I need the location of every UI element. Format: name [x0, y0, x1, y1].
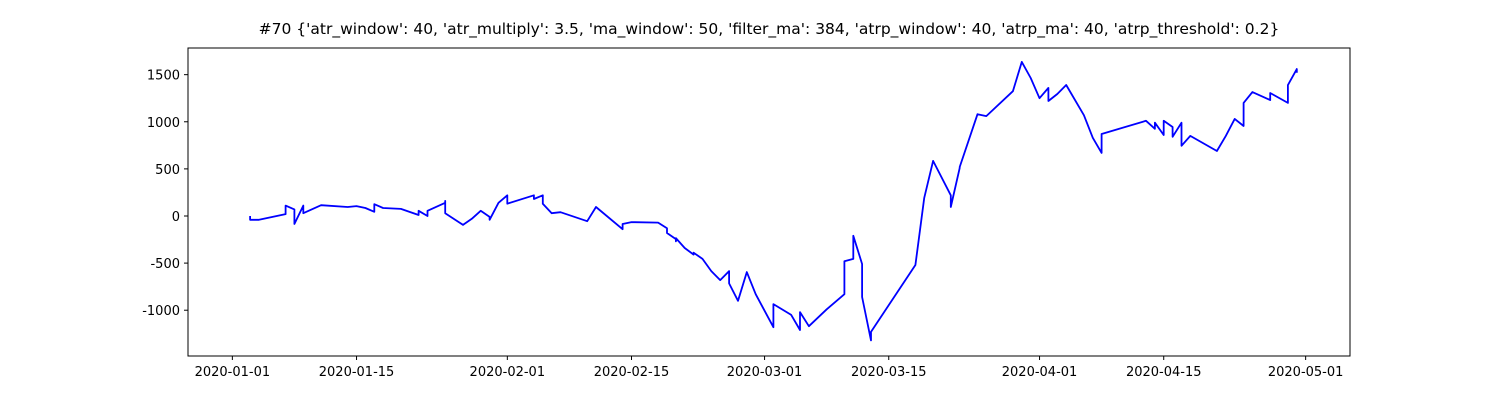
- chart-title: #70 {'atr_window': 40, 'atr_multiply': 3…: [259, 20, 1280, 39]
- y-tick-label: 1500: [147, 69, 180, 84]
- x-tick-label: 2020-05-01: [1268, 365, 1344, 380]
- y-tick-label: 0: [172, 210, 180, 225]
- x-tick-label: 2020-03-01: [727, 365, 803, 380]
- y-tick-label: 500: [155, 163, 180, 178]
- x-tick-label: 2020-02-01: [470, 365, 546, 380]
- y-tick-label: -1000: [142, 304, 180, 319]
- plot-frame: [187, 47, 1351, 357]
- x-tick-label: 2020-04-15: [1126, 365, 1202, 380]
- x-tick-label: 2020-03-15: [851, 365, 927, 380]
- y-tick-label: -500: [150, 257, 180, 272]
- x-tick-label: 2020-02-15: [594, 365, 670, 380]
- x-tick-label: 2020-04-01: [1002, 365, 1078, 380]
- y-tick-label: 1000: [147, 116, 180, 131]
- x-tick-label: 2020-01-01: [195, 365, 271, 380]
- series-line: [249, 61, 1298, 342]
- x-tick-label: 2020-01-15: [319, 365, 395, 380]
